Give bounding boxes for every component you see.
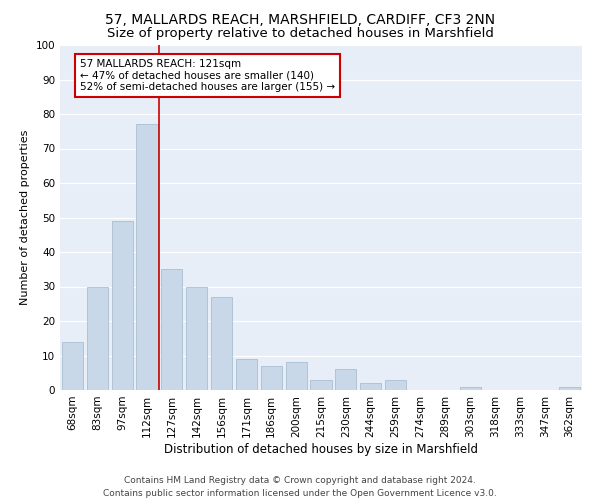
Bar <box>211 297 232 390</box>
Bar <box>186 286 207 390</box>
Bar <box>261 366 282 390</box>
Text: 57, MALLARDS REACH, MARSHFIELD, CARDIFF, CF3 2NN: 57, MALLARDS REACH, MARSHFIELD, CARDIFF,… <box>105 12 495 26</box>
Bar <box>236 359 257 390</box>
Text: Size of property relative to detached houses in Marshfield: Size of property relative to detached ho… <box>107 28 493 40</box>
Bar <box>385 380 406 390</box>
X-axis label: Distribution of detached houses by size in Marshfield: Distribution of detached houses by size … <box>164 442 478 456</box>
Text: 57 MALLARDS REACH: 121sqm
← 47% of detached houses are smaller (140)
52% of semi: 57 MALLARDS REACH: 121sqm ← 47% of detac… <box>80 59 335 92</box>
Y-axis label: Number of detached properties: Number of detached properties <box>20 130 30 305</box>
Bar <box>559 386 580 390</box>
Bar <box>310 380 332 390</box>
Bar <box>360 383 381 390</box>
Bar <box>112 221 133 390</box>
Bar <box>136 124 158 390</box>
Text: Contains HM Land Registry data © Crown copyright and database right 2024.
Contai: Contains HM Land Registry data © Crown c… <box>103 476 497 498</box>
Bar <box>460 386 481 390</box>
Bar <box>286 362 307 390</box>
Bar <box>335 370 356 390</box>
Bar <box>62 342 83 390</box>
Bar <box>87 286 108 390</box>
Bar <box>161 269 182 390</box>
